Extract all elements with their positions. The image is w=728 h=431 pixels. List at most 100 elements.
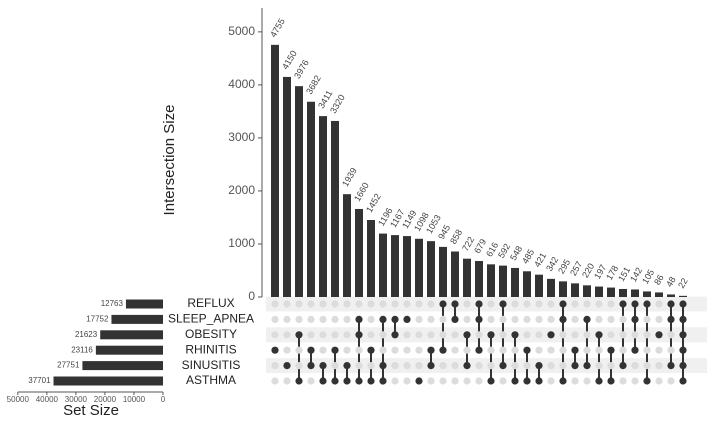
set-size-label: 37701 xyxy=(28,376,51,385)
matrix-dot xyxy=(283,377,291,385)
matrix-dot xyxy=(595,377,603,385)
matrix-dot xyxy=(619,377,627,385)
matrix-dot xyxy=(463,315,471,323)
intersection-bar xyxy=(295,86,303,297)
matrix-dot xyxy=(271,315,279,323)
matrix-dot xyxy=(499,377,507,385)
matrix-dot xyxy=(307,346,315,354)
matrix-dot xyxy=(511,346,519,354)
matrix-dot xyxy=(475,300,483,308)
set-name: REFLUX xyxy=(187,296,234,310)
matrix-dot xyxy=(583,315,591,323)
matrix-dot xyxy=(331,331,339,339)
set-size-label: 23116 xyxy=(71,345,93,354)
intersection-bar xyxy=(607,287,615,297)
set-size-label: 17752 xyxy=(86,315,109,324)
matrix-dot xyxy=(523,362,531,370)
matrix-dot xyxy=(571,300,579,308)
matrix-dot xyxy=(439,377,447,385)
matrix-dot xyxy=(487,300,495,308)
matrix-dot xyxy=(643,377,651,385)
matrix-dot xyxy=(679,315,687,323)
matrix-dot xyxy=(391,331,399,339)
matrix-dot xyxy=(271,331,279,339)
matrix-dot xyxy=(535,315,543,323)
matrix-dot xyxy=(463,300,471,308)
matrix-dot xyxy=(571,346,579,354)
matrix-dot xyxy=(535,346,543,354)
set-size-bar xyxy=(82,361,163,371)
matrix-dot xyxy=(331,362,339,370)
intersection-bar xyxy=(343,194,351,297)
matrix-dot xyxy=(463,346,471,354)
matrix-dot xyxy=(343,300,351,308)
matrix-dot xyxy=(475,377,483,385)
matrix-dot xyxy=(595,362,603,370)
matrix-dot xyxy=(583,346,591,354)
matrix-dot xyxy=(379,362,387,370)
matrix-dot xyxy=(583,362,591,370)
matrix-dot xyxy=(667,331,675,339)
y-tick-label: 0 xyxy=(248,289,255,303)
matrix-dot xyxy=(391,315,399,323)
matrix-dot xyxy=(679,377,687,385)
matrix-dot xyxy=(415,346,423,354)
matrix-dot xyxy=(607,346,615,354)
set-size-bar xyxy=(100,330,163,340)
matrix-dot xyxy=(307,331,315,339)
matrix-dot xyxy=(595,300,603,308)
matrix-dot xyxy=(307,315,315,323)
matrix-dot xyxy=(355,315,363,323)
matrix-dot xyxy=(667,362,675,370)
matrix-dot xyxy=(379,300,387,308)
matrix-dot xyxy=(307,377,315,385)
intersection-bar xyxy=(331,120,339,297)
matrix-dot xyxy=(655,377,663,385)
matrix-dot xyxy=(379,377,387,385)
matrix-dot xyxy=(595,315,603,323)
matrix-dot xyxy=(511,377,519,385)
set-name: ASTHMA xyxy=(186,373,236,387)
matrix-dot xyxy=(451,346,459,354)
y-tick-label: 4000 xyxy=(228,77,255,91)
matrix-dot xyxy=(643,331,651,339)
matrix-dot xyxy=(403,315,411,323)
matrix-dot xyxy=(427,300,435,308)
intersection-bar xyxy=(487,264,495,297)
y-tick-label: 5000 xyxy=(228,24,255,38)
y-tick-label: 1000 xyxy=(228,236,255,250)
matrix-dot xyxy=(367,346,375,354)
matrix-dot xyxy=(571,315,579,323)
matrix-dot xyxy=(619,346,627,354)
matrix-dot xyxy=(295,331,303,339)
matrix-dot xyxy=(379,331,387,339)
matrix-dot xyxy=(655,346,663,354)
matrix-dot xyxy=(499,346,507,354)
intersection-bar xyxy=(307,101,315,298)
matrix-dot xyxy=(619,300,627,308)
matrix-dot xyxy=(523,331,531,339)
matrix-dot xyxy=(583,300,591,308)
matrix-dot xyxy=(355,362,363,370)
matrix-dot xyxy=(487,362,495,370)
matrix-dot xyxy=(391,362,399,370)
matrix-dot xyxy=(667,377,675,385)
matrix-dot xyxy=(427,315,435,323)
matrix-dot xyxy=(439,315,447,323)
set-size-label: 12763 xyxy=(101,299,124,308)
matrix-dot xyxy=(355,300,363,308)
matrix-dot xyxy=(283,331,291,339)
matrix-dot xyxy=(307,362,315,370)
value-label: 22 xyxy=(676,276,690,290)
intersection-bar xyxy=(571,283,579,297)
value-label: 3682 xyxy=(304,74,323,96)
intersection-bar xyxy=(547,278,555,297)
matrix-dot xyxy=(475,331,483,339)
matrix-dot xyxy=(547,362,555,370)
matrix-dot xyxy=(631,300,639,308)
matrix-dot xyxy=(487,331,495,339)
matrix-dot xyxy=(571,377,579,385)
intersection-bar xyxy=(679,295,687,297)
matrix-dot xyxy=(283,362,291,370)
matrix-dot xyxy=(427,362,435,370)
